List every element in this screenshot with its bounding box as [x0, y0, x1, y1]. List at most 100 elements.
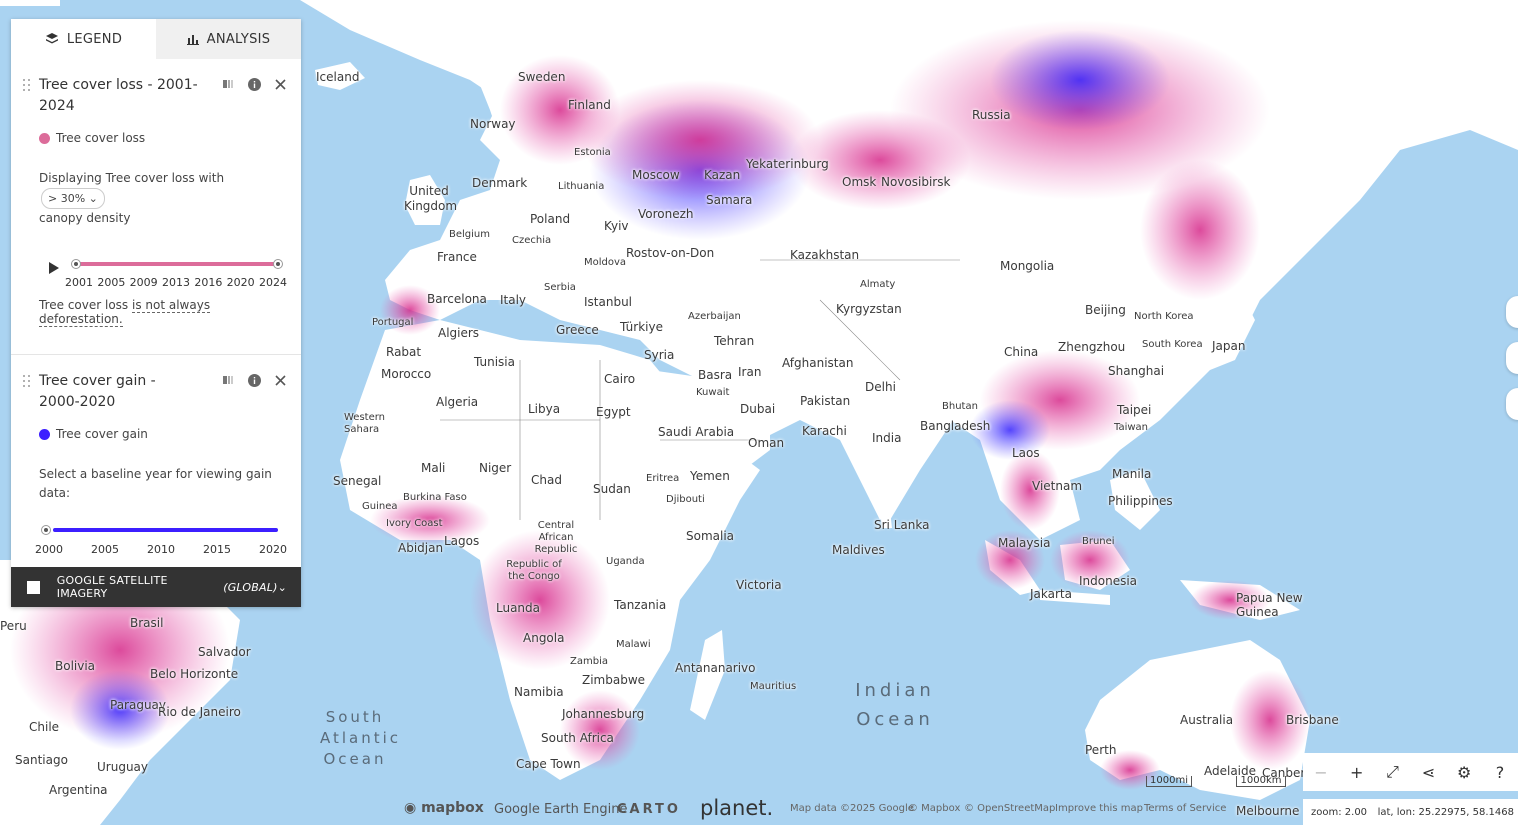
timeline-loss: 2001 2005 2009 2013 2016 2020 2024 — [39, 242, 287, 294]
map-label: Rabat — [386, 345, 422, 359]
map-label: Azerbaijan — [688, 311, 741, 322]
close-icon[interactable] — [273, 373, 287, 387]
map-label: Serbia — [544, 282, 576, 293]
map-label: Cairo — [604, 372, 636, 386]
timeline-tick-label: 2013 — [162, 276, 190, 289]
map-label: Zimbabwe — [582, 673, 646, 687]
map-label: Iceland — [316, 70, 360, 84]
map-label: Omsk — [842, 175, 877, 189]
basemap-checkbox[interactable] — [27, 580, 40, 594]
map-label: Angola — [523, 631, 565, 645]
map-label: Italy — [500, 293, 527, 307]
map-label: Syria — [644, 348, 675, 362]
map-label: Argentina — [49, 783, 108, 797]
help-icon[interactable]: ? — [1495, 762, 1505, 782]
plus-icon[interactable]: + — [1350, 762, 1364, 782]
deforestation-link[interactable]: is not always deforestation. — [39, 298, 211, 327]
legend-swatch — [39, 428, 50, 440]
timeline-tick-label: 2009 — [129, 276, 158, 289]
map-label: Senegal — [333, 474, 382, 488]
tab-label: ANALYSIS — [206, 31, 271, 47]
map-label: Cape Town — [516, 757, 581, 771]
map-label: North Korea — [1134, 311, 1194, 322]
map-label: United Kingdom — [404, 184, 458, 213]
layer-description: Displaying Tree cover loss with > 30% ⌄ … — [39, 169, 283, 228]
attribution-link[interactable]: Terms of Service — [1144, 803, 1227, 814]
map-label: Denmark — [472, 176, 528, 190]
map-label: Norway — [470, 117, 516, 131]
drag-handle-icon[interactable] — [23, 375, 31, 389]
map-label: Estonia — [574, 147, 611, 158]
share-icon[interactable]: ⋖ — [1421, 762, 1436, 782]
minus-icon[interactable]: − — [1314, 762, 1328, 782]
map-label: Delhi — [865, 380, 896, 394]
side-tool-button[interactable] — [1506, 342, 1518, 374]
map-label: Oman — [748, 436, 785, 450]
play-icon[interactable] — [49, 262, 59, 274]
map-label: Central African Republic — [534, 520, 578, 555]
zoom-readout: zoom: 2.00 — [1311, 806, 1368, 818]
opacity-icon[interactable] — [221, 77, 235, 91]
chevron-down-icon[interactable]: ⌄ — [277, 580, 287, 594]
info-icon[interactable] — [247, 77, 261, 91]
map-label: South Africa — [541, 731, 614, 745]
timeline-gain: 2000 2005 2010 2015 2020 — [35, 511, 287, 567]
map-label: Uganda — [606, 556, 645, 567]
basemap-selector[interactable]: GOOGLE SATELLITE IMAGERY (GLOBAL) ⌄ — [11, 567, 301, 607]
map-label: Ivory Coast — [386, 518, 443, 529]
close-icon[interactable] — [273, 77, 287, 91]
map-label: Brisbane — [1286, 713, 1339, 727]
timeline-track[interactable] — [75, 262, 277, 266]
timeline-start-handle[interactable] — [71, 259, 81, 269]
map-label: Brunei — [1082, 536, 1115, 547]
opacity-icon[interactable] — [221, 373, 235, 387]
basemap-label: GOOGLE SATELLITE IMAGERY — [56, 574, 168, 600]
map-label: Jakarta — [1030, 587, 1072, 601]
map-label: Sri Lanka — [874, 518, 930, 532]
canopy-density-select[interactable]: > 30% ⌄ — [41, 188, 105, 209]
map-label: Kyrgyzstan — [836, 302, 902, 316]
map-label: Rostov-on-Don — [626, 246, 715, 260]
timeline-tick-label: 2016 — [194, 276, 223, 289]
note-text: Tree cover loss — [39, 298, 129, 312]
map-label: Guinea — [362, 501, 398, 512]
side-tool-button[interactable] — [1506, 388, 1518, 420]
map-label: Salvador — [198, 645, 251, 659]
attribution-link[interactable]: © OpenStreetMap — [964, 803, 1056, 814]
legend-item-label: Tree cover gain — [56, 427, 148, 441]
attribution-link[interactable]: Improve this map — [1055, 803, 1143, 814]
info-icon[interactable] — [247, 373, 261, 387]
map-label: Adelaide — [1204, 764, 1257, 778]
side-tool-button[interactable] — [1506, 296, 1518, 328]
map-label: Djibouti — [666, 494, 705, 505]
attribution-link[interactable]: Map data ©2025 Google — [790, 803, 914, 814]
timeline-end-handle[interactable] — [273, 259, 283, 269]
mapbox-logo[interactable]: ◉ mapbox — [404, 800, 484, 816]
chevron-down-icon: ⌄ — [88, 192, 98, 205]
timeline-track[interactable] — [53, 528, 278, 532]
fullscreen-icon[interactable]: ⤢ — [1386, 762, 1399, 781]
google-earth-engine-logo[interactable]: Google Earth Engine — [494, 802, 628, 817]
map-label: China — [1004, 345, 1039, 359]
timeline-tick-label: 2024 — [259, 276, 287, 289]
logo-text: mapbox — [421, 800, 484, 816]
legend-item: Tree cover loss — [39, 131, 283, 145]
map-label: Tunisia — [474, 355, 515, 369]
drag-handle-icon[interactable] — [23, 79, 31, 93]
layer-controls — [221, 77, 287, 91]
layers-icon — [45, 32, 59, 46]
map-label: Poland — [530, 212, 571, 226]
carto-logo[interactable]: CARTO — [617, 802, 681, 817]
map-label: Australia — [1180, 713, 1234, 727]
tab-analysis[interactable]: ANALYSIS — [156, 19, 301, 59]
attribution-link[interactable]: © Mapbox — [908, 803, 961, 814]
tab-legend[interactable]: LEGEND — [11, 19, 156, 59]
timeline-start-handle[interactable] — [41, 525, 51, 535]
gear-icon[interactable]: ⚙ — [1457, 762, 1472, 782]
map-label: Santiago — [15, 753, 68, 767]
desc-text: canopy density — [39, 211, 131, 225]
map-label: Karachi — [802, 424, 847, 438]
planet-logo[interactable]: planet. — [700, 796, 774, 820]
